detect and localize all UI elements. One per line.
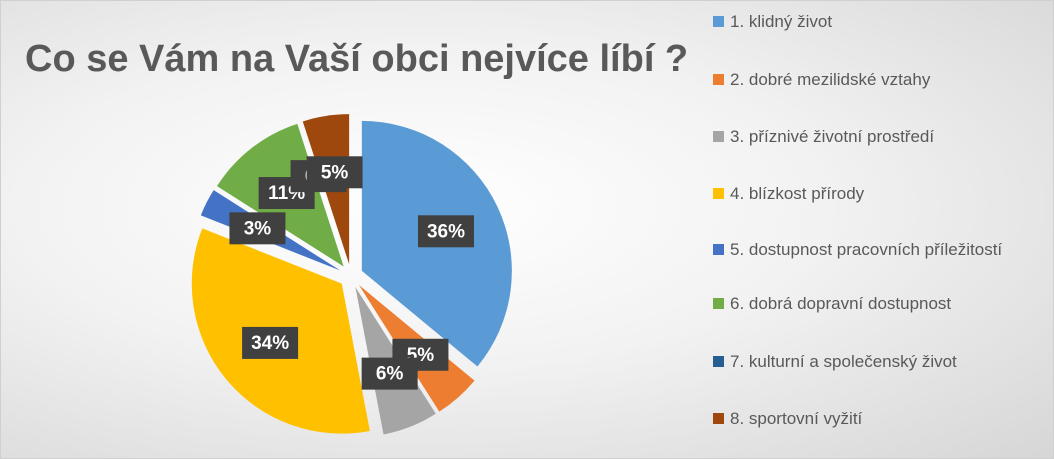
legend-swatch — [713, 16, 724, 27]
data-label: 34% — [242, 326, 299, 359]
data-label-text: 6% — [376, 364, 404, 385]
legend-swatch — [713, 298, 724, 309]
legend-label: 3. příznivé životní prostředí — [730, 127, 935, 146]
legend-item: 5. dostupnost pracovních příležitostí — [713, 237, 1043, 262]
data-label-box — [306, 156, 363, 189]
data-label-text: 3% — [244, 218, 272, 239]
data-label: 5% — [306, 156, 363, 189]
data-label: 36% — [418, 215, 475, 248]
legend-item: 7. kulturní a společenský život — [713, 349, 1043, 374]
legend-swatch — [713, 244, 724, 255]
data-label: 3% — [229, 212, 286, 245]
legend-item: 3. příznivé životní prostředí — [713, 124, 1043, 149]
data-label-text: 5% — [321, 162, 349, 183]
data-label-box — [418, 215, 475, 248]
data-label-box — [361, 357, 418, 390]
legend-label: 2. dobré mezilidské vztahy — [730, 70, 931, 89]
legend-item: 4. blízkost přírody — [713, 181, 1043, 206]
legend-item: 2. dobré mezilidské vztahy — [713, 67, 1043, 92]
data-label-text: 36% — [427, 221, 465, 242]
legend-label: 8. sportovní vyžití — [730, 409, 863, 428]
data-label: 6% — [361, 357, 418, 390]
data-label-box — [229, 212, 286, 245]
legend-label: 6. dobrá dopravní dostupnost — [730, 294, 952, 313]
legend-swatch — [713, 188, 724, 199]
legend-swatch — [713, 413, 724, 424]
legend-label: 5. dostupnost pracovních příležitostí — [730, 240, 1003, 259]
chart-title: Co se Vám na Vaší obci nejvíce líbí ? — [25, 38, 688, 80]
legend-swatch — [713, 74, 724, 85]
data-label-box — [242, 326, 299, 359]
legend-label: 1. klidný život — [730, 12, 833, 31]
legend-swatch — [713, 131, 724, 142]
legend-item: 6. dobrá dopravní dostupnost — [713, 291, 1043, 316]
legend-label: 4. blízkost přírody — [730, 184, 865, 203]
legend-item: 8. sportovní vyžití — [713, 406, 1043, 431]
data-label-text: 34% — [251, 333, 289, 354]
pie-slice — [300, 121, 348, 265]
legend-label: 7. kulturní a společenský život — [730, 352, 957, 371]
legend-item: 1. klidný život — [713, 9, 1043, 34]
legend-swatch — [713, 356, 724, 367]
